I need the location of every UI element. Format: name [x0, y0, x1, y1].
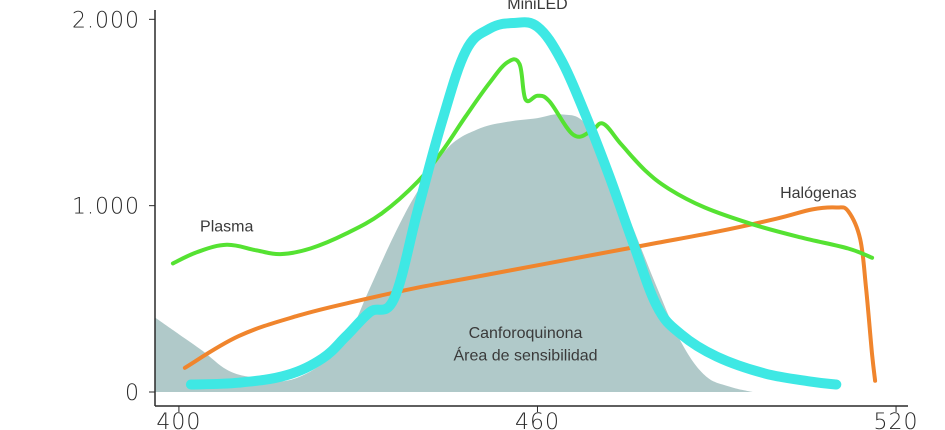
x-tick-label: 400: [156, 410, 201, 430]
y-tick-label: 1.000: [72, 195, 140, 220]
x-tick-label: 520: [874, 410, 919, 430]
series-label-plasma: Plasma: [200, 219, 253, 236]
series-layer: [170, 17, 878, 390]
area-label: Canforoquinona: [469, 325, 583, 342]
x-tick-label: 460: [515, 410, 560, 430]
area-canforoquinona: [155, 114, 753, 393]
axis-layer: 400 460 520 0 1.000 2.000: [72, 8, 919, 430]
area-sublabel: Área de sensibilidad: [453, 345, 597, 364]
series-label-halogenas: Halógenas: [780, 185, 857, 202]
label-layer: Canforoquinona Área de sensibilidad Halóge…: [200, 0, 857, 364]
area-layer: [155, 114, 753, 393]
series-line-halogenas: [182, 205, 878, 383]
y-tick-label: 0: [125, 381, 140, 406]
y-tick-label: 2.000: [72, 8, 140, 33]
series-label-miniled: MiniLED: [507, 0, 567, 13]
series-line-miniled: [185, 17, 842, 390]
series-line-plasma: [170, 57, 875, 266]
